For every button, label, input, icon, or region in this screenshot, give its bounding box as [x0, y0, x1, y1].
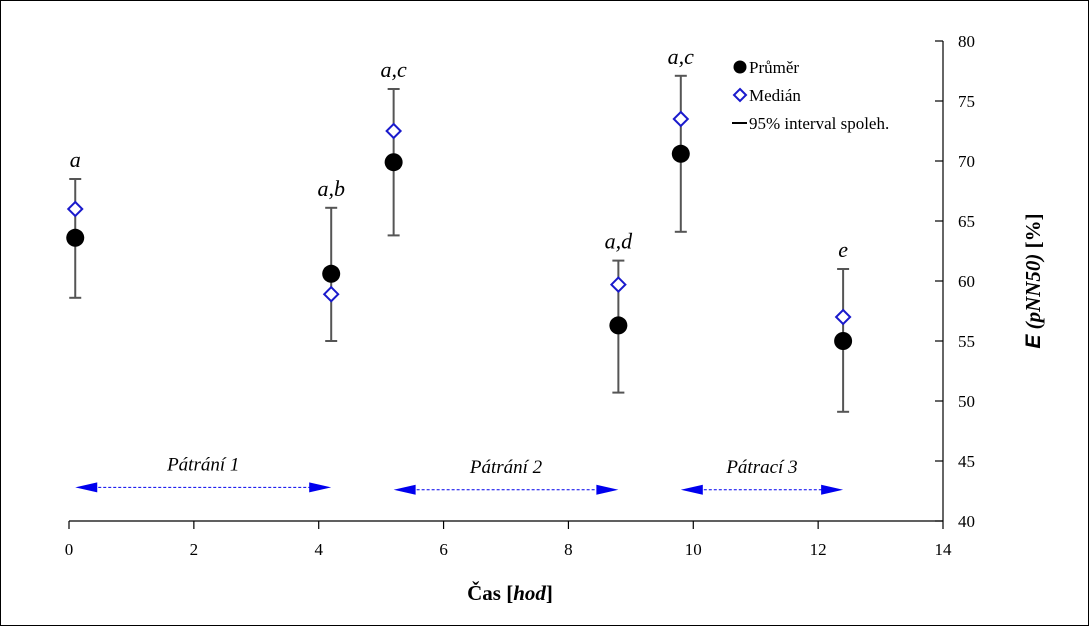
y-tick-label: 55	[958, 332, 975, 351]
y-tick-label: 70	[958, 152, 975, 171]
y-tick-label: 40	[958, 512, 975, 531]
phase-arrow-head-right	[309, 482, 332, 493]
phase-arrow-head-right	[821, 484, 844, 495]
median-point	[66, 200, 84, 218]
median-point	[834, 308, 852, 326]
x-axis-title-main: Čas [	[467, 581, 513, 605]
data-point-group: a,c	[668, 44, 695, 233]
data-point-group: a,d	[605, 229, 634, 394]
x-axis-title-close: ]	[546, 581, 553, 605]
y-ticks: 40 45 50 55 60 65 70 75 80	[935, 32, 975, 531]
legend-median-marker	[732, 87, 748, 103]
median-point	[609, 276, 627, 294]
phase-label: Pátrací 3	[725, 457, 797, 478]
phase-arrow: Pátrání 2	[393, 457, 619, 495]
phase-label: Pátrání 1	[166, 454, 239, 475]
significance-label: a,c	[380, 57, 407, 82]
legend-mean-text: Průměr	[749, 58, 799, 77]
median-point	[385, 122, 403, 140]
y-tick-label: 75	[958, 92, 975, 111]
legend: Průměr Medián 95% interval spoleh.	[732, 58, 889, 133]
x-tick-label: 10	[685, 540, 702, 559]
significance-label: e	[838, 237, 848, 262]
legend-median-text: Medián	[749, 86, 801, 105]
phase-arrow: Pátrací 3	[680, 457, 844, 495]
y-axis-title-paren: (pNN50)	[1021, 254, 1045, 330]
mean-point	[671, 144, 690, 163]
phases: Pátrání 1 Pátrání 2 Pátrací 3	[75, 454, 844, 495]
mean-point	[834, 332, 853, 350]
mean-point	[322, 264, 341, 283]
y-tick-label: 65	[958, 212, 975, 231]
x-tick-label: 8	[564, 540, 573, 559]
phase-arrow-head-left	[393, 484, 416, 495]
x-ticks: 0 2 4 6 8 10 12 14	[65, 521, 952, 559]
median-point	[672, 110, 690, 128]
mean-point	[66, 228, 85, 247]
x-tick-label: 2	[190, 540, 199, 559]
significance-label: a,c	[668, 44, 695, 69]
data-point-group: a,b	[317, 176, 345, 342]
mean-point	[609, 316, 628, 335]
significance-label: a,d	[605, 229, 634, 254]
x-tick-label: 4	[314, 540, 323, 559]
significance-label: a	[70, 147, 81, 172]
phase-arrow: Pátrání 1	[75, 454, 332, 493]
y-axis-title-prefix: E	[1022, 334, 1045, 349]
significance-label: a,b	[317, 176, 345, 201]
y-tick-label: 60	[958, 272, 975, 291]
legend-mean-marker	[733, 60, 747, 74]
x-tick-label: 14	[935, 540, 953, 559]
phase-arrow-head-right	[596, 484, 619, 495]
phase-label: Pátrání 2	[469, 457, 543, 478]
x-axis-title: Čas [hod]	[467, 581, 553, 605]
x-tick-label: 6	[439, 540, 448, 559]
y-tick-label: 80	[958, 32, 975, 51]
data-point-group: a	[66, 147, 85, 299]
y-axis-title-unit: [%]	[1021, 213, 1045, 248]
y-tick-label: 45	[958, 452, 975, 471]
data-point-group: e	[834, 237, 853, 413]
legend-ci-text: 95% interval spoleh.	[749, 114, 889, 133]
mean-point	[384, 153, 403, 172]
x-tick-label: 0	[65, 540, 74, 559]
y-axis-title: E (pNN50) [%]	[1021, 213, 1045, 348]
x-axis-title-unit: hod	[513, 581, 546, 605]
phase-arrow-head-left	[75, 482, 98, 493]
y-tick-label: 50	[958, 392, 975, 411]
data-point-group: a,c	[380, 57, 407, 237]
phase-arrow-head-left	[680, 484, 703, 495]
x-tick-label: 12	[810, 540, 827, 559]
median-point	[322, 285, 340, 303]
data-points: a a,b a,c a,d a,c e	[66, 44, 853, 413]
